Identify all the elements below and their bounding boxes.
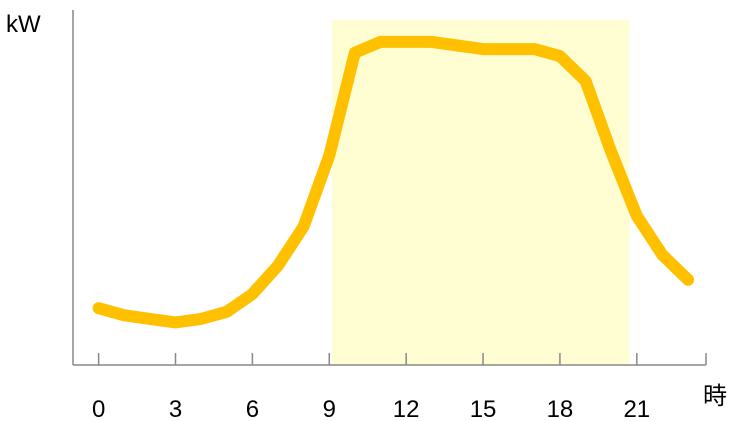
series-line — [92, 35, 695, 329]
x-tick-label: 21 — [623, 396, 650, 421]
x-tick-label: 15 — [470, 396, 497, 421]
x-tick-label: 18 — [547, 396, 574, 421]
x-tick-label: 12 — [393, 396, 420, 421]
x-tick-label: 3 — [169, 396, 182, 421]
x-tick-label: 0 — [92, 396, 105, 421]
x-tick-label: 6 — [246, 396, 259, 421]
x-axis-title: 時 — [703, 383, 727, 410]
x-tick-label: 9 — [323, 396, 336, 421]
y-axis-title: kW — [6, 11, 41, 38]
